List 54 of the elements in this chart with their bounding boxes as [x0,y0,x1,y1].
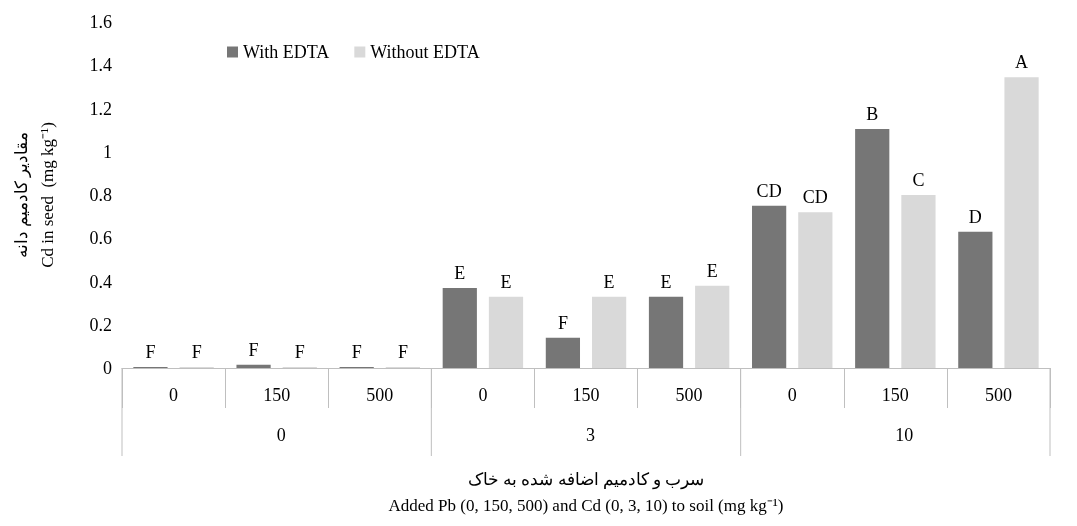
bar [798,212,833,368]
data-label: F [294,342,305,362]
bar [236,364,271,368]
x-tick-label: 0 [478,385,488,405]
x-tick-label: 0 [787,385,797,405]
bar [752,205,787,368]
bar [488,296,524,368]
text: 3 [586,425,595,445]
y-tick-label: 1 [103,141,112,162]
text: 10 [895,425,914,445]
data-label: B [866,104,879,125]
bar [695,285,730,368]
y-tick-label: 0.6 [89,228,112,249]
y-tick-label: 1.4 [89,55,112,76]
bar [648,296,684,368]
data-label: F [351,341,362,362]
x-tick-label: 500 [984,385,1012,405]
bar [958,231,993,368]
x-tick-label: 0 [169,385,179,405]
bar [545,337,581,368]
x-tick-label: 150 [263,385,291,405]
y-tick-label: 0 [103,358,112,378]
legend-label: Without EDTA [370,42,480,62]
data-label: F [557,312,568,333]
data-label: C [912,170,925,190]
bar [901,195,936,368]
text: 0 [276,425,286,445]
data-label: F [248,339,259,360]
data-label: E [454,262,466,283]
legend-label: With EDTA [243,42,330,62]
bar [442,287,477,368]
data-label: F [191,342,202,362]
data-label: F [397,342,408,362]
data-label: E [500,271,512,292]
data-label: E [603,271,615,292]
data-label: CD [756,180,782,201]
y-tick-label: 1.2 [89,98,112,119]
y-tick-label: 0.8 [89,185,112,205]
x-tick-label: 500 [675,385,703,405]
data-label: F [145,342,156,362]
bar [591,296,627,368]
x-tick-label: 150 [881,385,909,405]
bar [855,129,890,368]
y-tick-label: 0.4 [89,271,112,292]
data-label: E [660,271,672,292]
x-tick-label: 150 [572,385,600,405]
y-tick-label: 0.2 [89,314,112,335]
x-tick-label: 500 [366,385,394,405]
bar [1004,77,1039,368]
data-label: A [1015,52,1029,73]
data-label: CD [802,187,828,208]
data-label: E [706,260,718,281]
data-label: D [968,206,982,227]
y-tick-label: 1.6 [89,12,112,32]
